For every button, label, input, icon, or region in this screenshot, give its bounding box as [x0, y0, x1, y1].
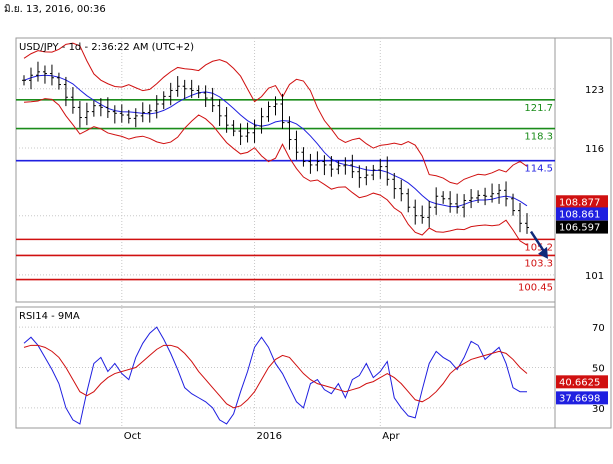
price-tick-label: 116: [585, 144, 604, 155]
rsi-value-label: 40.6625: [559, 377, 600, 388]
level-label: 121.7: [524, 103, 553, 114]
price-chart-title: USD/JPY - 1d - 2:36:22 AM (UTC+2): [19, 42, 194, 53]
price-panel[interactable]: [15, 37, 556, 303]
level-label: 100.45: [518, 283, 553, 294]
lower-band-line: [23, 98, 528, 246]
x-tick-label: Oct: [124, 431, 141, 442]
rsi-tick-label: 30: [592, 404, 605, 415]
rsi-panel[interactable]: [15, 306, 556, 429]
rsi-series-line: [23, 326, 527, 425]
rsi-series-line: [23, 344, 528, 409]
price-value-box: [556, 207, 608, 221]
rsi-value-box: [556, 375, 608, 389]
rsi-tick-label: 50: [592, 364, 605, 375]
level-label: 103.3: [524, 258, 553, 269]
datetime-label: มิ.ย. 13, 2016, 00:36: [4, 4, 106, 15]
x-tick-label: Apr: [382, 431, 400, 442]
price-tick-label: 101: [585, 271, 604, 282]
x-tick-label: 2016: [257, 431, 282, 442]
price-value-label: 108.877: [559, 197, 600, 208]
upper-band-line: [23, 42, 528, 185]
forecast-arrow-head: [538, 246, 548, 259]
rsi-tick-label: 70: [592, 323, 605, 334]
level-label: 114.5: [524, 164, 553, 175]
rsi-chart-title: RSI14 - 9MA: [19, 311, 80, 322]
rsi-value-label: 37.6698: [559, 393, 600, 404]
level-label: 118.3: [524, 132, 553, 143]
price-value-label: 108.861: [559, 209, 600, 220]
price-value-box: [556, 220, 608, 234]
rsi-value-box: [556, 391, 608, 405]
price-value-label: 106.597: [559, 223, 600, 234]
price-tick-label: 123: [585, 85, 604, 96]
chart-header: มิ.ย. 13, 2016, 00:36: [0, 0, 613, 36]
level-label: 105.2: [524, 242, 553, 253]
forecast-arrow-shaft: [529, 230, 547, 254]
price-value-box: [556, 195, 608, 209]
